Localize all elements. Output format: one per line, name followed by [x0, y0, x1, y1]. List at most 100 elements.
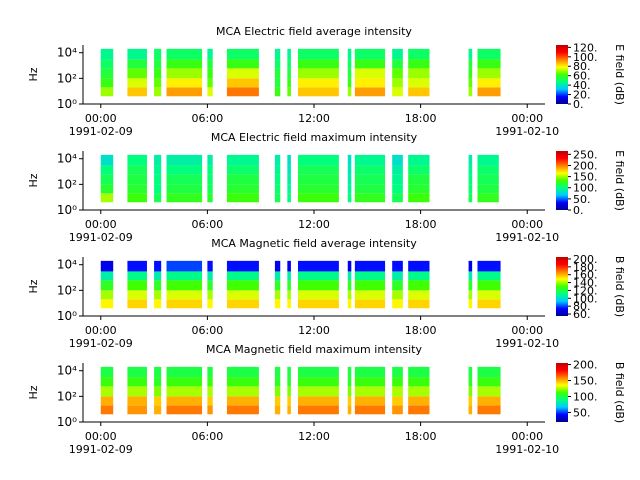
spectrogram-cell [127, 377, 147, 387]
x-tick-label: 00:00 1991-02-09 [69, 112, 133, 138]
spectrogram-cell [392, 386, 403, 397]
spectrogram-cell [477, 154, 499, 166]
spectrogram-cell [166, 193, 203, 203]
spectrogram-cell [298, 386, 339, 397]
spectrogram-cell [287, 59, 291, 69]
spectrogram-cell [127, 396, 147, 406]
panel: MCA Electric field average intensity 10⁰ 1… [27, 25, 626, 138]
colorbar [556, 151, 568, 210]
spectrogram-cell [100, 59, 114, 69]
spectrogram-cell [226, 271, 259, 281]
spectrogram-cell [274, 59, 281, 69]
spectrogram-cell [298, 299, 339, 309]
spectrogram-cell [354, 184, 386, 194]
spectrogram-cell [154, 174, 162, 185]
panel: MCA Magnetic field average intensity 10⁰ 1… [27, 237, 626, 350]
colorbar-tick-label: 120. [573, 41, 598, 54]
spectrogram-cell [477, 299, 501, 309]
x-tick-label: 00:00 1991-02-09 [69, 430, 133, 456]
spectrogram-cell [298, 271, 339, 281]
spectrogram-cell [207, 299, 213, 309]
spectrogram-cell [347, 299, 352, 309]
spectrogram-cell [166, 165, 203, 175]
colorbar-tick-label: 150. [573, 375, 598, 388]
x-tick-label: 06:00 [192, 430, 224, 443]
spectrogram-cell [408, 78, 430, 88]
spectrogram-cell [392, 299, 403, 309]
spectrogram-cell [468, 68, 473, 79]
y-axis-label: Hz [27, 385, 40, 399]
spectrogram-cell [166, 366, 203, 378]
spectrogram-cell [226, 184, 259, 194]
y-axis-label: Hz [27, 173, 40, 187]
spectrogram-cell [100, 271, 114, 281]
spectrogram-cell [226, 165, 259, 175]
colorbar-tick-label: 150. [573, 171, 598, 184]
spectrogram-cell [226, 48, 259, 60]
spectrogram-cell [468, 59, 473, 69]
spectrogram-cell [287, 87, 291, 97]
spectrogram-cell [408, 396, 430, 406]
spectrogram-cell [354, 48, 386, 60]
colorbar-label: B field (dB) [613, 362, 626, 423]
spectrogram-cell [468, 280, 473, 291]
spectrogram-cell [392, 165, 403, 175]
x-tick-label: 18:00 [405, 324, 437, 337]
spectrogram-cell [392, 405, 403, 415]
spectrogram-cell [298, 366, 339, 378]
spectrogram-cell [408, 193, 430, 203]
spectrogram-cell [477, 377, 501, 387]
spectrogram-cell [166, 396, 203, 406]
spectrogram-cell [392, 366, 403, 378]
spectrogram-cell [477, 366, 501, 378]
spectrogram-cell [274, 396, 281, 406]
spectrogram-cell [166, 386, 203, 397]
y-tick-label: 10⁰ [57, 309, 77, 323]
spectrogram-cell [274, 184, 281, 194]
spectrogram-cell [347, 377, 352, 387]
spectrogram-cell [392, 271, 403, 281]
colorbar-tick-label: 100. [573, 390, 598, 403]
spectrogram-cell [226, 260, 259, 272]
spectrogram-cell [154, 87, 162, 97]
spectrogram-cell [392, 260, 403, 272]
x-tick-label: 00:00 1991-02-10 [495, 218, 559, 244]
spectrogram-cell [287, 260, 291, 272]
spectrogram-cell [166, 377, 203, 387]
spectrogram-cell [226, 193, 259, 203]
spectrogram-cell [392, 184, 403, 194]
spectrogram-cell [154, 165, 162, 175]
spectrogram-cell [226, 174, 259, 185]
spectrogram-cell [468, 184, 473, 194]
panel-title: MCA Magnetic field maximum intensity [206, 343, 422, 356]
spectrogram-cell [468, 165, 473, 175]
spectrogram-cell [408, 405, 430, 415]
spectrogram-cell [354, 405, 386, 415]
spectrogram-cell [127, 154, 147, 166]
spectrogram-cell [347, 48, 352, 60]
spectrogram-cell [392, 396, 403, 406]
spectrogram-cell [354, 271, 386, 281]
y-axis-label: Hz [27, 67, 40, 81]
spectrogram-cell [154, 405, 162, 415]
spectrogram-cell [408, 280, 430, 291]
spectrogram-cell [354, 68, 386, 79]
panel-title: MCA Magnetic field average intensity [211, 237, 417, 250]
spectrogram-cell [354, 396, 386, 406]
spectrogram-cell [347, 59, 352, 69]
spectrogram-cell [274, 193, 281, 203]
spectrogram-cell [207, 290, 213, 300]
spectrogram-cell [100, 405, 114, 415]
colorbar-tick-label: 160. [573, 269, 598, 282]
spectrogram-cell [127, 280, 147, 291]
x-tick-label: 06:00 [192, 324, 224, 337]
spectrogram-cell [347, 290, 352, 300]
spectrogram-cell [274, 280, 281, 291]
spectrogram-cell [477, 260, 501, 272]
spectrogram-cell [274, 68, 281, 79]
spectrogram-cell [347, 165, 352, 175]
spectrogram-cell [287, 299, 291, 309]
spectrogram-cell [468, 396, 473, 406]
spectrogram-cell [207, 87, 213, 97]
spectrogram-cell [154, 386, 162, 397]
